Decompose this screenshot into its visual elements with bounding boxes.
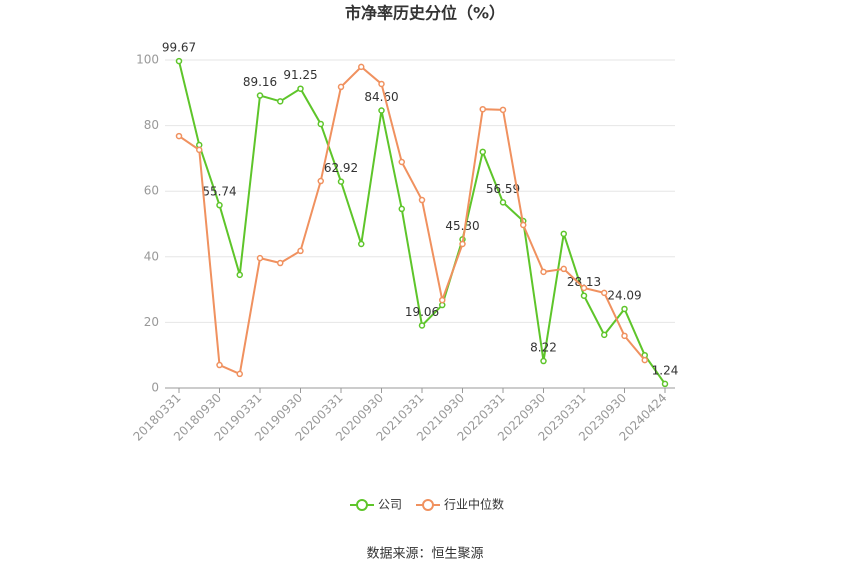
series-line: [178, 60, 666, 385]
point: [499, 199, 507, 206]
point: [479, 148, 486, 156]
point: [479, 105, 486, 113]
point: [337, 83, 345, 91]
point: [398, 205, 405, 213]
legend-label: 公司: [378, 498, 402, 512]
point: [378, 107, 385, 114]
point: [378, 80, 385, 88]
point: [256, 92, 264, 99]
point: [236, 271, 243, 279]
source: 数据来源：恒生聚源: [366, 547, 483, 562]
point: [621, 305, 628, 313]
point: [540, 357, 547, 365]
point: [277, 259, 284, 267]
point: [560, 265, 567, 273]
point: [317, 177, 324, 185]
data-label: 84.60: [364, 90, 398, 104]
y-tick-label: 60: [144, 184, 159, 198]
point: [601, 331, 608, 339]
point: [236, 370, 243, 378]
y-tick-label: 40: [144, 249, 159, 263]
point: [196, 146, 203, 154]
point: [297, 85, 304, 92]
point: [580, 292, 588, 299]
point: [216, 201, 223, 209]
point: [358, 240, 365, 248]
y-tick-label: 100: [136, 53, 159, 67]
data-label: 62.92: [324, 161, 358, 175]
data-label: 19.06: [405, 305, 439, 319]
point: [175, 57, 183, 65]
data-label: 24.09: [607, 288, 641, 302]
point: [358, 63, 365, 71]
point: [418, 322, 426, 329]
point: [520, 221, 527, 229]
data-label: 55.74: [202, 185, 236, 199]
point: [256, 254, 264, 262]
point: [499, 106, 507, 114]
point: [216, 361, 223, 369]
point: [175, 132, 183, 140]
data-label: 91.25: [283, 68, 317, 82]
point: [580, 284, 588, 292]
point: [297, 247, 304, 255]
data-label: 99.67: [162, 41, 196, 55]
point: [661, 380, 669, 388]
y-tick-label: 0: [151, 381, 159, 395]
series-line: [178, 65, 646, 376]
point: [540, 268, 547, 276]
point: [277, 98, 284, 105]
data-label: 45.30: [445, 219, 479, 233]
point: [317, 120, 324, 128]
legend-label: 行业中位数: [444, 497, 504, 512]
y-tick-label: 80: [144, 118, 159, 132]
data-label: 89.16: [243, 75, 277, 89]
point: [459, 240, 466, 248]
point: [398, 158, 405, 166]
point: [439, 296, 446, 304]
point: [641, 356, 648, 364]
chart-title: 市净率历史分位（%）: [345, 4, 505, 23]
y-tick-label: 20: [144, 315, 159, 329]
point: [418, 196, 426, 204]
data-label: 1.24: [652, 363, 679, 377]
point: [337, 178, 345, 185]
data-label: 56.59: [486, 182, 520, 196]
point: [560, 230, 567, 238]
legend-marker: [356, 499, 368, 511]
legend-marker: [422, 499, 434, 511]
data-label: 8.22: [530, 341, 557, 355]
point: [601, 289, 608, 297]
point: [621, 332, 628, 340]
